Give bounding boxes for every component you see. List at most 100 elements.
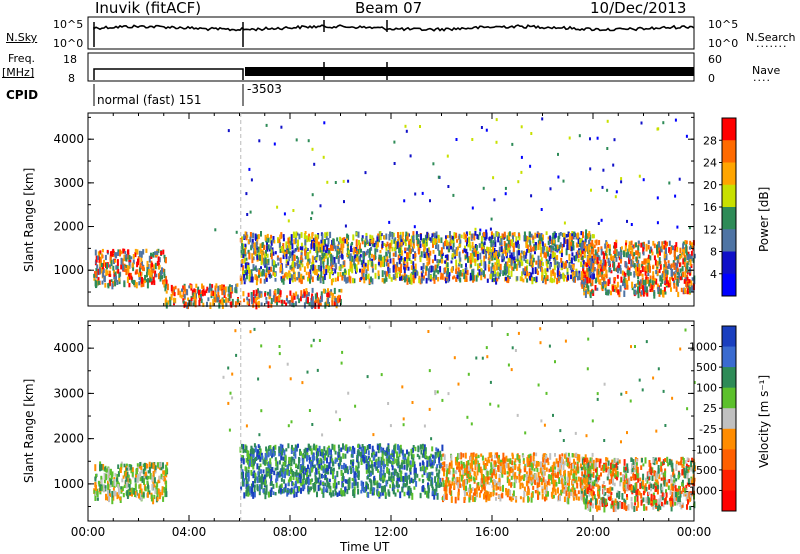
power-cell [314, 265, 317, 272]
power-cell [683, 279, 686, 284]
velocity-cell [398, 453, 401, 458]
power-cell [562, 272, 565, 280]
power-cell [248, 252, 251, 260]
power-cell [116, 264, 119, 270]
velocity-cell [342, 482, 344, 488]
power-cell [471, 241, 474, 249]
power-cell [296, 277, 299, 281]
velocity-cell [420, 449, 423, 455]
velocity-cell [259, 456, 262, 462]
power-cell [292, 302, 295, 308]
velocity-cell [390, 455, 393, 460]
power-cell [553, 278, 556, 283]
power-cell [332, 238, 335, 246]
power-cell [570, 246, 573, 252]
power-cell [679, 255, 682, 260]
velocity-cell [413, 464, 416, 471]
velocity-cell [435, 447, 438, 452]
velocity-cell [434, 452, 437, 459]
power-cell [361, 268, 364, 275]
power-cell [400, 266, 402, 274]
nave-label: Nave [752, 64, 781, 77]
power-cell [147, 263, 150, 270]
velocity-cell [409, 467, 412, 472]
power-cell [581, 250, 584, 255]
velocity-cell [407, 485, 410, 492]
velocity-cell [338, 463, 341, 467]
power-speck [642, 178, 645, 182]
power-cell [330, 264, 333, 271]
velocity-cell [326, 447, 329, 455]
power-cell [386, 259, 389, 263]
power-cell [690, 280, 693, 286]
power-cell [483, 241, 486, 246]
power-cell [240, 249, 243, 255]
power-cell [347, 268, 350, 276]
power-cell [319, 247, 322, 253]
power-cell [545, 273, 548, 278]
power-cell [326, 244, 329, 252]
power-cell [457, 267, 460, 273]
power-cell [429, 237, 432, 241]
power-cell [470, 263, 473, 268]
velocity-cell [353, 473, 356, 478]
power-cell [415, 234, 418, 241]
power-cell [440, 258, 443, 264]
power-cell [663, 273, 666, 281]
power-colorbar-segment [722, 162, 736, 186]
power-cell [214, 296, 217, 303]
velocity-cell [439, 463, 441, 469]
power-cell [261, 242, 264, 246]
velocity-cell [333, 444, 336, 452]
power-cell [336, 250, 339, 257]
velocity-cell [259, 463, 262, 468]
velocity-cell [396, 451, 398, 459]
velocity-cell [329, 488, 332, 493]
power-cell [363, 264, 366, 271]
power-cell [231, 298, 234, 306]
velocity-cell [294, 453, 297, 459]
velocity-cell [95, 474, 97, 479]
velocity-cell [309, 445, 312, 452]
velocity-cell [126, 494, 129, 499]
power-speck [541, 117, 544, 121]
velocity-cell [295, 492, 298, 498]
power-cell [104, 283, 107, 288]
power-cell [604, 259, 607, 266]
power-cell [163, 281, 166, 288]
power-cell [572, 245, 575, 251]
power-cell [113, 274, 116, 280]
power-cell [126, 276, 129, 284]
velocity-cell [240, 486, 243, 491]
power-cell [665, 247, 667, 255]
velocity-cell [319, 450, 322, 457]
power-cell [564, 239, 567, 245]
power-cell [482, 231, 485, 237]
power-cell [382, 257, 385, 263]
power-colorbar-tick-label: 8 [710, 246, 717, 259]
power-cell [589, 291, 592, 299]
power-cell [588, 252, 591, 259]
power-cell [274, 291, 277, 297]
velocity-cell [150, 462, 153, 469]
velocity-cell [431, 463, 434, 469]
power-cell [464, 239, 467, 243]
power-cell [530, 233, 533, 238]
power-cell [633, 263, 636, 269]
power-cell [416, 271, 418, 276]
velocity-cell [105, 468, 108, 473]
power-cell [297, 247, 300, 252]
power-cell [557, 277, 560, 282]
power-cell [516, 257, 519, 261]
power-cell [585, 232, 587, 239]
velocity-cell [326, 481, 329, 488]
power-cell [586, 233, 589, 239]
power-cell [291, 302, 294, 307]
velocity-cell [258, 455, 260, 459]
power-cell [364, 238, 367, 242]
velocity-cell [561, 453, 564, 457]
velocity-cell [382, 469, 385, 476]
power-colorbar-segment [722, 184, 736, 208]
velocity-cell [522, 458, 525, 462]
power-cell [651, 280, 654, 286]
